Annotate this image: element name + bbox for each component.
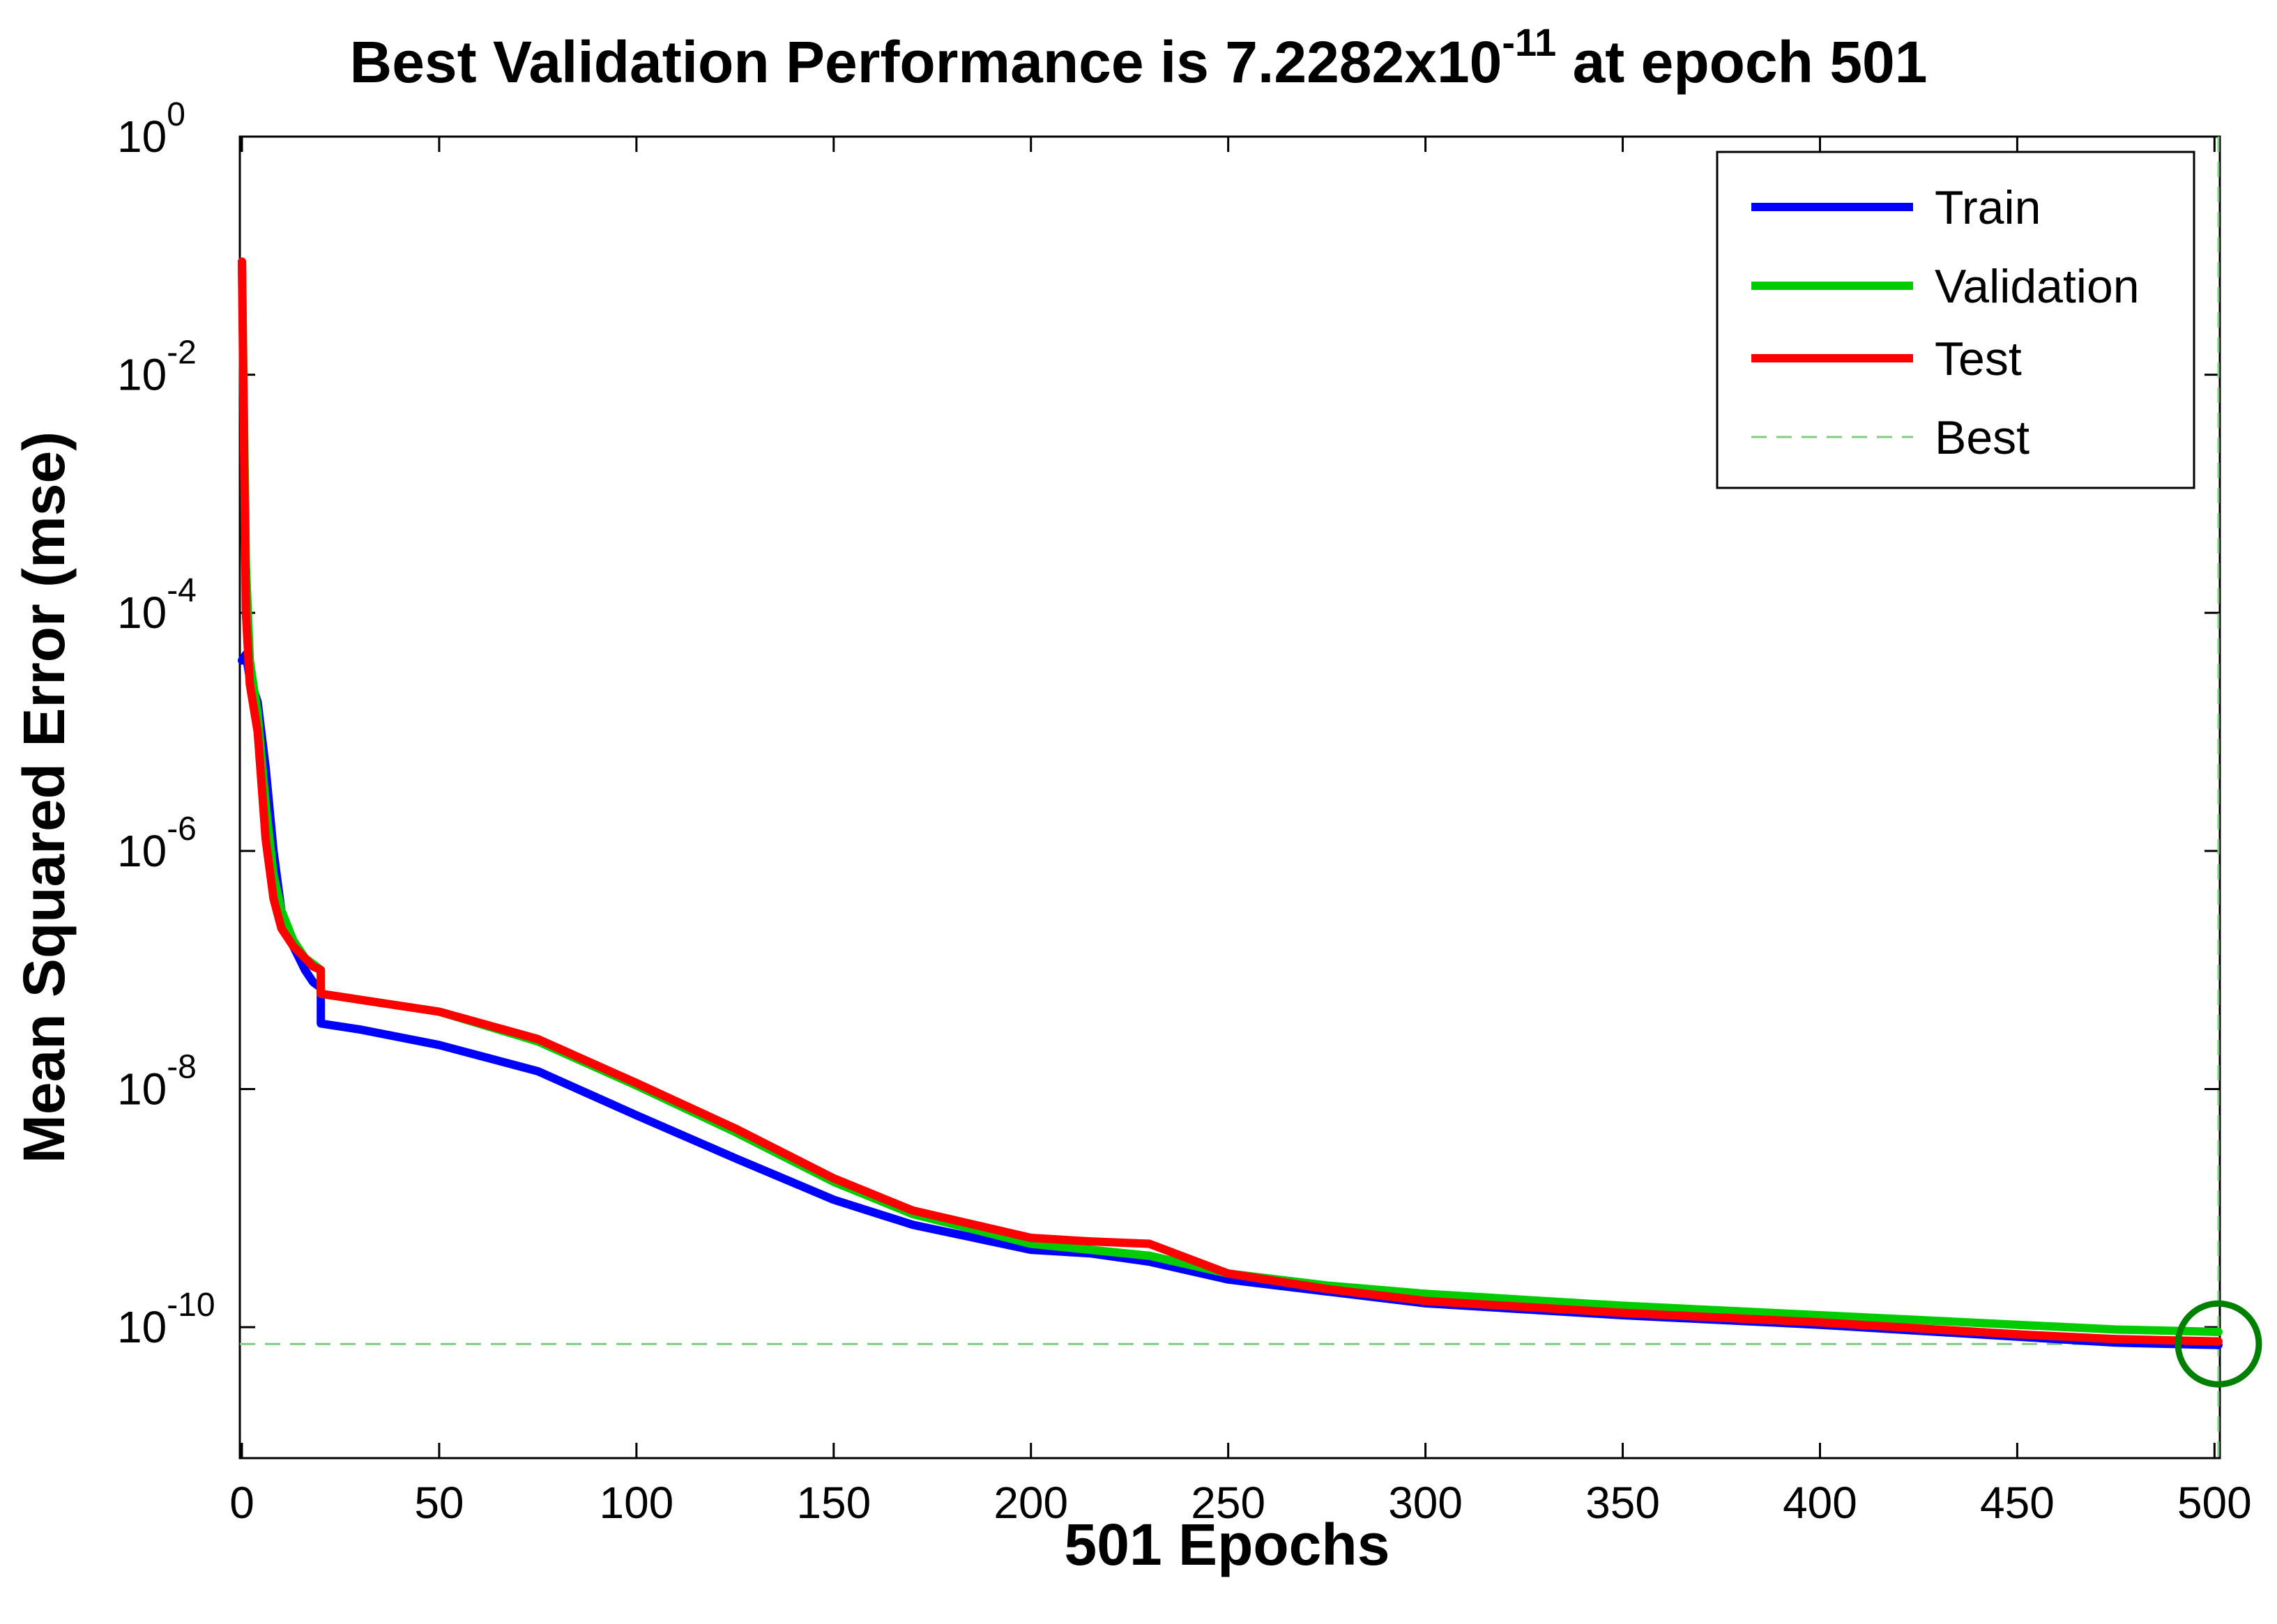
x-tick-label: 300 — [1388, 1478, 1463, 1528]
y-tick-label: 100 — [117, 96, 185, 162]
x-axis-label: 501 Epochs — [1065, 1512, 1390, 1577]
x-tick-label: 250 — [1191, 1478, 1265, 1528]
x-tick-label: 350 — [1585, 1478, 1660, 1528]
x-tick-label: 400 — [1783, 1478, 1857, 1528]
x-tick-label: 200 — [993, 1478, 1068, 1528]
y-tick-label: 10-8 — [117, 1048, 197, 1114]
series-group — [238, 257, 2223, 1349]
chart-title-tail: at epoch 501 — [1556, 29, 1927, 95]
y-tick-label: 10-6 — [117, 811, 197, 876]
y-tick-label: 10-10 — [117, 1287, 215, 1352]
x-tick-labels: 0 50 100 150 200 250 300 350 400 450 500 — [229, 1478, 2252, 1528]
x-tick-label: 0 — [229, 1478, 254, 1528]
x-tick-label: 450 — [1980, 1478, 2055, 1528]
x-tick-label: 500 — [2177, 1478, 2252, 1528]
chart-title: Best Validation Performance is 7.2282x10… — [350, 20, 1928, 95]
legend: Train Validation Test Best — [1716, 151, 2195, 489]
legend-label-best: Best — [1935, 411, 2029, 464]
y-tick-labels: 100 10-2 10-4 10-6 10-8 10-10 — [117, 96, 215, 1352]
x-tick-label: 50 — [414, 1478, 464, 1528]
y-tick-label: 10-2 — [117, 335, 197, 400]
best-point-marker — [2175, 1300, 2262, 1388]
y-axis-label: Mean Squared Error (mse) — [11, 431, 77, 1163]
legend-label-test: Test — [1935, 332, 2022, 385]
legend-label-train: Train — [1935, 181, 2041, 234]
chart-title-main: Best Validation Performance is 7.2282x10 — [350, 29, 1502, 95]
y-tick-label: 10-4 — [117, 572, 197, 638]
legend-label-validation: Validation — [1935, 260, 2140, 313]
chart-title-exponent: -11 — [1502, 20, 1556, 64]
series-line-test — [238, 257, 2223, 1346]
axis-ticks — [240, 135, 2220, 1458]
x-tick-label: 150 — [796, 1478, 871, 1528]
x-tick-label: 100 — [599, 1478, 673, 1528]
